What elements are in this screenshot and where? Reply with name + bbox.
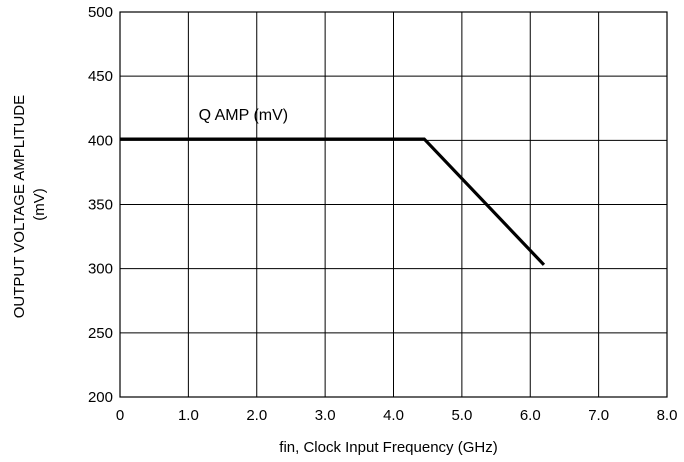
grid — [119, 11, 668, 398]
y-tick-label-200: 200 — [88, 389, 113, 406]
x-tick-label-7.0: 7.0 — [588, 407, 609, 424]
y-tick-label-500: 500 — [88, 4, 113, 21]
x-tick-label-5.0: 5.0 — [451, 407, 472, 424]
plot-area-frame — [119, 11, 668, 398]
x-tick-label-8.0: 8.0 — [657, 407, 678, 424]
y-tick-labels: 200 250 300 350 400 450 500 — [88, 4, 113, 406]
y-axis-title-line-1: OUTPUT VOLTAGE AMPLITUDE — [11, 95, 28, 318]
y-tick-label-400: 400 — [88, 132, 113, 149]
x-tick-label-3.0: 3.0 — [315, 407, 336, 424]
x-tick-label-2.0: 2.0 — [246, 407, 267, 424]
series-layer — [120, 137, 546, 266]
y-axis-title-line-2: (mV) — [31, 188, 48, 221]
y-tick-label-250: 250 — [88, 325, 113, 342]
x-axis-title: fin, Clock Input Frequency (GHz) — [279, 439, 497, 456]
x-tick-labels: 0 1.0 2.0 3.0 4.0 5.0 6.0 7.0 8.0 — [116, 407, 678, 424]
y-axis-title: OUTPUT VOLTAGE AMPLITUDE (mV) — [11, 91, 48, 319]
y-tick-label-300: 300 — [88, 261, 113, 278]
x-tick-label-0: 0 — [116, 407, 124, 424]
x-tick-label-1.0: 1.0 — [178, 407, 199, 424]
series-label-q-amp: Q AMP (mV) — [199, 107, 289, 124]
y-tick-label-450: 450 — [88, 68, 113, 85]
x-tick-label-4.0: 4.0 — [383, 407, 404, 424]
series-line-0 — [120, 137, 546, 266]
y-tick-label-350: 350 — [88, 197, 113, 214]
x-tick-label-6.0: 6.0 — [520, 407, 541, 424]
